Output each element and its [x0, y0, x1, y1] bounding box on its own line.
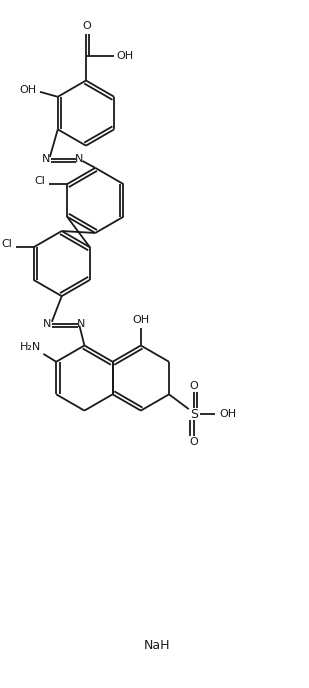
Text: O: O — [83, 21, 91, 31]
Text: N: N — [75, 154, 84, 164]
Text: OH: OH — [19, 85, 36, 95]
Text: H₂N: H₂N — [20, 342, 41, 352]
Text: N: N — [77, 319, 86, 329]
Text: Cl: Cl — [35, 176, 45, 186]
Text: OH: OH — [116, 51, 134, 61]
Text: N: N — [43, 319, 51, 329]
Text: OH: OH — [132, 315, 149, 325]
Text: O: O — [189, 437, 198, 447]
Text: Cl: Cl — [1, 239, 12, 249]
Text: OH: OH — [219, 409, 236, 419]
Text: NaH: NaH — [144, 639, 170, 652]
Text: S: S — [190, 407, 198, 420]
Text: N: N — [42, 154, 50, 164]
Text: O: O — [189, 381, 198, 391]
